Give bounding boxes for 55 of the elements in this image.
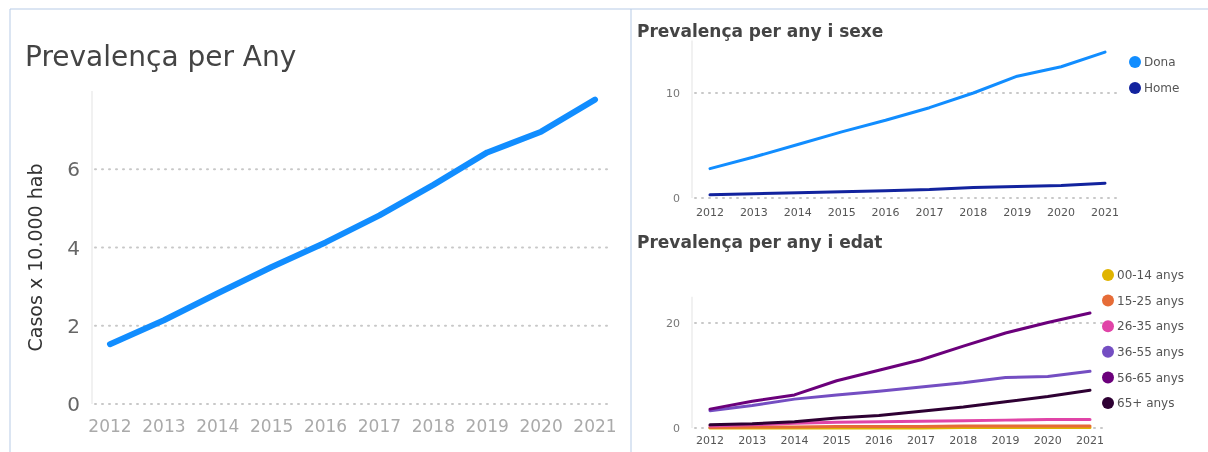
y-tick-label: 0 — [673, 191, 680, 205]
x-tick-label: 2017 — [915, 206, 944, 219]
chart-title: Prevalença per any i edat — [637, 232, 883, 252]
x-tick-label: 2013 — [142, 416, 186, 436]
legend-label: Dona — [1144, 55, 1176, 70]
x-tick-label: 2021 — [1076, 434, 1104, 447]
x-tick-label: 2012 — [88, 416, 132, 436]
y-tick-label: 10 — [666, 86, 680, 100]
x-tick-label: 2020 — [1033, 434, 1062, 447]
x-tick-label: 2018 — [949, 434, 978, 447]
chart-title: Prevalença per any i sexe — [637, 21, 884, 41]
y-tick-label: 20 — [666, 316, 680, 330]
x-tick-label: 2019 — [465, 416, 509, 436]
x-tick-label: 2018 — [411, 416, 455, 436]
x-tick-label: 2014 — [783, 206, 812, 219]
legend-label: 00-14 anys — [1117, 268, 1184, 283]
x-tick-label: 2013 — [739, 206, 768, 219]
x-tick-label: 2019 — [991, 434, 1020, 447]
x-tick-label: 2016 — [871, 206, 900, 219]
x-tick-label: 2020 — [1047, 206, 1076, 219]
line-series — [708, 369, 1092, 413]
legend-label: 26-35 anys — [1117, 319, 1184, 334]
x-tick-label: 2014 — [780, 434, 809, 447]
x-tick-label: 2012 — [696, 434, 724, 447]
legend-label: 36-55 anys — [1117, 345, 1184, 359]
y-tick-label: 4 — [67, 235, 80, 260]
y-tick-label: 2 — [67, 313, 80, 338]
line-series — [708, 50, 1107, 171]
x-tick-label: 2017 — [357, 416, 402, 436]
x-tick-label: 2014 — [196, 416, 240, 436]
x-tick-label: 2015 — [822, 434, 851, 447]
line-series — [708, 181, 1107, 197]
x-tick-label: 2018 — [959, 206, 988, 219]
legend-label: Home — [1144, 81, 1180, 96]
x-tick-label: 2015 — [827, 206, 856, 219]
x-tick-label: 2019 — [1003, 206, 1032, 219]
chart-title: Prevalença per Any — [25, 40, 297, 73]
line-series — [708, 311, 1092, 411]
y-tick-label: 0 — [673, 421, 680, 435]
x-tick-label: 2012 — [696, 206, 724, 219]
x-tick-label: 2015 — [250, 416, 294, 436]
x-tick-label: 2021 — [1091, 206, 1119, 219]
x-tick-label: 2021 — [573, 416, 617, 436]
x-tick-label: 2016 — [303, 416, 348, 436]
y-tick-label: 0 — [67, 392, 80, 416]
x-tick-label: 2013 — [738, 434, 767, 447]
line-series — [708, 388, 1092, 427]
x-tick-label: 2017 — [907, 434, 936, 447]
x-tick-label: 2016 — [864, 434, 893, 447]
legend-label: 65+ anys — [1117, 396, 1175, 411]
y-axis-title: Casos x 10.000 hab — [24, 163, 46, 352]
x-tick-label: 2020 — [519, 416, 563, 436]
y-tick-label: 6 — [67, 157, 80, 182]
legend-label: 15-25 anys — [1117, 293, 1184, 308]
legend-label: 56-65 anys — [1117, 370, 1184, 385]
